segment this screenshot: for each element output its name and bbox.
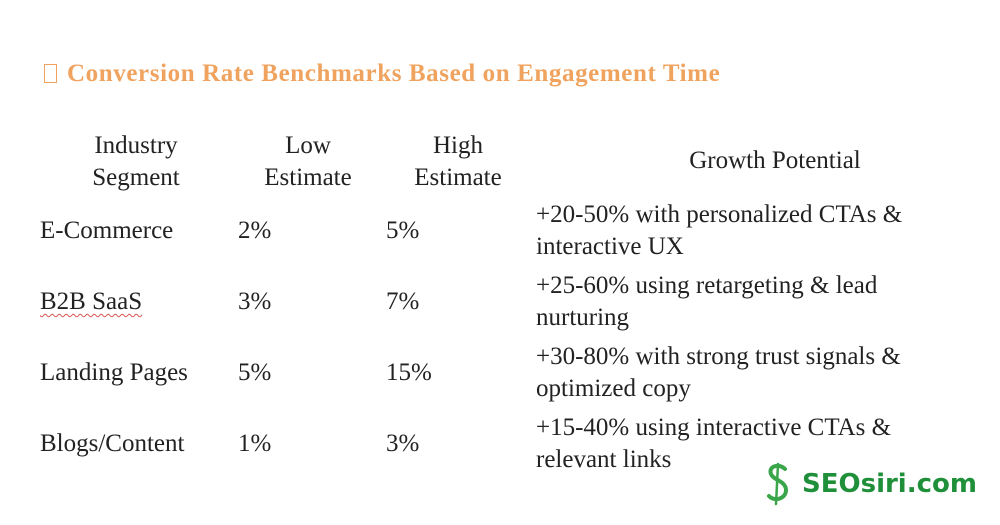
- row-1-segment: E-Commerce: [40, 217, 174, 244]
- logo-s-stroke: [767, 463, 789, 502]
- logo-s-bar: [774, 462, 780, 506]
- row-3-growth-line2: optimized copy: [536, 375, 691, 402]
- row-3-low: 5%: [238, 359, 272, 386]
- header-industry-segment: Industry Segment: [84, 130, 188, 194]
- row-2-growth: +25-60% using retargeting & lead nurturi…: [536, 270, 877, 334]
- header-high-line2: Estimate: [414, 164, 502, 191]
- row-3-growth: +30-80% with strong trust signals & opti…: [536, 341, 901, 405]
- header-low-estimate: Low Estimate: [254, 130, 362, 194]
- seosiri-logo: SEOsiri.com: [762, 462, 977, 506]
- row-2-growth-line2: nurturing: [536, 304, 630, 331]
- row-2-high: 7%: [386, 288, 420, 315]
- page-title-text: Conversion Rate Benchmarks Based on Enga…: [67, 60, 721, 87]
- row-2-segment: B2B SaaS: [40, 286, 142, 318]
- row-4-growth: +15-40% using interactive CTAs & relevan…: [536, 412, 891, 476]
- row-1-low: 2%: [238, 217, 272, 244]
- header-low-line1: Low: [285, 132, 331, 159]
- row-2-segment-text: B2B SaaS: [40, 288, 143, 315]
- logo-text: SEOsiri.com: [802, 469, 977, 499]
- page-title: Conversion Rate Benchmarks Based on Enga…: [44, 60, 720, 88]
- row-4-low: 1%: [238, 430, 272, 457]
- row-3-segment: Landing Pages: [40, 359, 188, 386]
- header-industry-line2: Segment: [92, 164, 180, 191]
- header-high-estimate: High Estimate: [404, 130, 512, 194]
- row-3-growth-line1: +30-80% with strong trust signals &: [536, 343, 901, 370]
- row-1-growth-line2: interactive UX: [536, 233, 684, 260]
- row-2-low: 3%: [238, 288, 272, 315]
- row-4-growth-line1: +15-40% using interactive CTAs &: [536, 414, 892, 441]
- header-high-line1: High: [433, 132, 483, 159]
- row-4-segment: Blogs/Content: [40, 430, 185, 457]
- row-1-growth-line1: +20-50% with personalized CTAs &: [536, 201, 903, 228]
- header-growth-potential: Growth Potential: [689, 147, 861, 174]
- row-2-growth-line1: +25-60% using retargeting & lead: [536, 272, 878, 299]
- row-1-high: 5%: [386, 217, 420, 244]
- seosiri-s-icon: [767, 462, 789, 506]
- row-4-growth-line2: relevant links: [536, 446, 672, 473]
- row-1-growth: +20-50% with personalized CTAs & interac…: [536, 199, 902, 263]
- header-low-line2: Estimate: [264, 164, 352, 191]
- missing-glyph-icon: [44, 64, 57, 83]
- row-3-high: 15%: [386, 359, 432, 386]
- row-4-high: 3%: [386, 430, 420, 457]
- header-industry-line1: Industry: [94, 132, 178, 159]
